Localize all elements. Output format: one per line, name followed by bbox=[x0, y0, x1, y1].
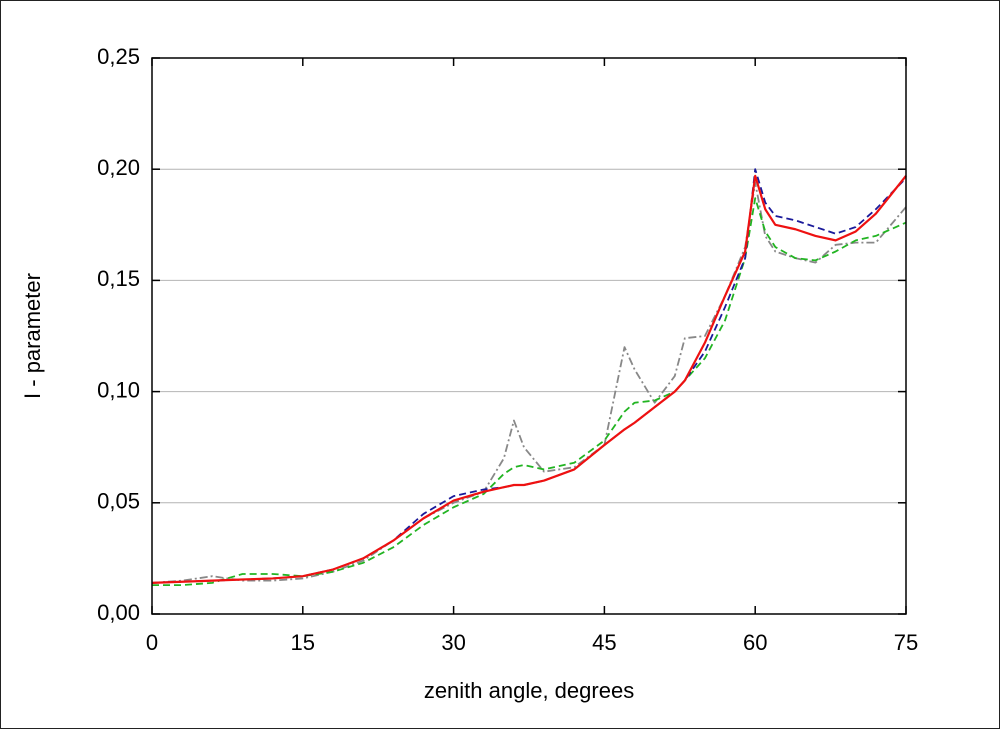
x-tick-label: 75 bbox=[894, 630, 918, 655]
y-tick-label: 0,25 bbox=[97, 44, 140, 69]
y-tick-label: 0,05 bbox=[97, 489, 140, 514]
x-tick-label: 30 bbox=[441, 630, 465, 655]
x-tick-label: 15 bbox=[291, 630, 315, 655]
y-tick-label: 0,15 bbox=[97, 266, 140, 291]
ticks: 0,00 0,05 0,10 0,15 0,20 0,25 0 15 30 45 60 75 bbox=[97, 44, 918, 655]
x-tick-label: 45 bbox=[592, 630, 616, 655]
x-tick-label: 0 bbox=[146, 630, 158, 655]
y-axis-label: I - parameter bbox=[20, 273, 45, 399]
y-tick-label: 0,00 bbox=[97, 600, 140, 625]
series-line bbox=[151, 174, 907, 584]
x-axis-label: zenith angle, degrees bbox=[424, 678, 634, 703]
plot-border bbox=[151, 57, 907, 615]
y-tick-label: 0,10 bbox=[97, 377, 140, 402]
x-tick-label: 60 bbox=[743, 630, 767, 655]
lines bbox=[151, 168, 907, 586]
series-line bbox=[152, 197, 907, 586]
y-tick-label: 0,20 bbox=[97, 155, 140, 180]
